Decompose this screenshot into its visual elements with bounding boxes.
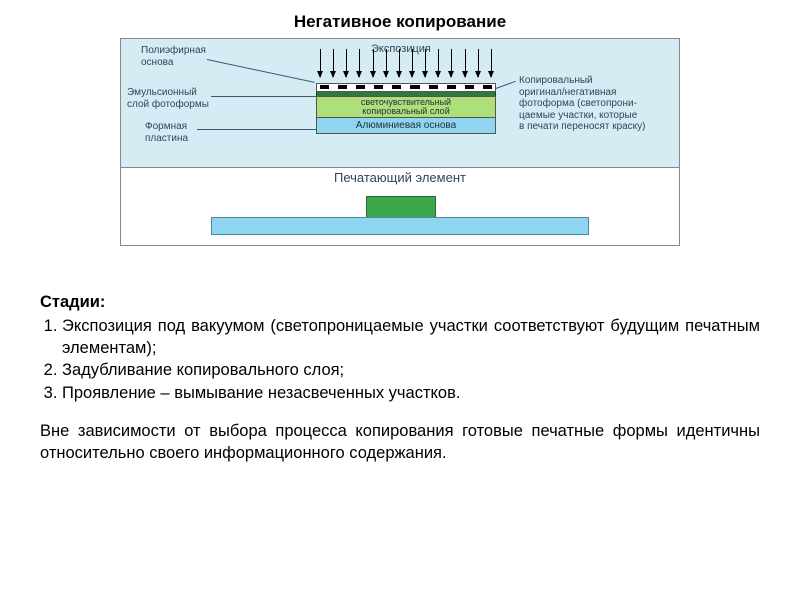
layer-stack: светочувствительный копировальный слой А… — [316, 83, 496, 134]
arrow-icon — [386, 49, 387, 77]
arrow-icon — [478, 49, 479, 77]
arrow-icon — [451, 49, 452, 77]
stages-list: Экспозиция под вакуумом (светопроницаемы… — [40, 316, 760, 405]
stages-heading: Стадии: — [40, 292, 760, 314]
film-marks — [320, 85, 492, 89]
page-title: Негативное копирование — [40, 12, 760, 32]
stage-item: Проявление – вымывание незасвеченных уча… — [62, 383, 760, 405]
arrow-icon — [491, 49, 492, 77]
stage-item: Задубливание копировального слоя; — [62, 360, 760, 382]
arrow-icon — [320, 49, 321, 77]
printing-element-block — [366, 196, 436, 218]
leader-line — [197, 129, 316, 130]
leader-line — [493, 81, 516, 90]
aluminium-base-layer: Алюминиевая основа — [316, 117, 496, 134]
photolayer-text2: копировальный слой — [317, 107, 495, 116]
arrow-icon — [359, 49, 360, 77]
arrow-icon — [399, 49, 400, 77]
arrow-icon — [373, 49, 374, 77]
arrow-icon — [412, 49, 413, 77]
leader-line — [207, 59, 315, 83]
base-strip — [211, 217, 589, 235]
arrow-icon — [438, 49, 439, 77]
footer-paragraph: Вне зависимости от выбора процесса копир… — [40, 421, 760, 465]
label-polyester: Полиэфирнаяоснова — [141, 45, 206, 68]
label-emulsion: Эмульсионныйслой фотоформы — [127, 87, 209, 110]
diagram-result-panel: Печатающий элемент — [121, 167, 679, 245]
printing-element-label: Печатающий элемент — [121, 170, 679, 185]
arrow-icon — [465, 49, 466, 77]
label-plate: Формнаяпластина — [145, 121, 188, 144]
arrow-icon — [425, 49, 426, 77]
label-copy-original: Копировальныйоригинал/негативнаяфотоформ… — [519, 75, 675, 133]
photosensitive-layer: светочувствительный копировальный слой — [316, 96, 496, 118]
stage-item: Экспозиция под вакуумом (светопроницаемы… — [62, 316, 760, 360]
diagram-exposure-panel: Полиэфирнаяоснова Экспозиция Эмульсионны… — [121, 39, 679, 167]
exposure-arrows — [320, 49, 492, 83]
text-content: Стадии: Экспозиция под вакуумом (светопр… — [40, 292, 760, 464]
arrow-icon — [333, 49, 334, 77]
film-base-layer — [316, 83, 496, 92]
arrow-icon — [346, 49, 347, 77]
leader-line — [211, 96, 316, 97]
diagram: Полиэфирнаяоснова Экспозиция Эмульсионны… — [120, 38, 680, 246]
